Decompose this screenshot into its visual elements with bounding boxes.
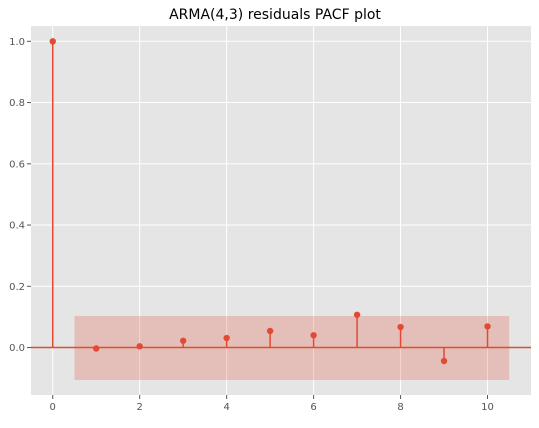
data-point	[440, 357, 448, 365]
plot-area	[31, 26, 531, 395]
data-point	[179, 337, 187, 344]
data-point	[484, 323, 491, 330]
x-tick-label: 6	[310, 402, 316, 413]
y-tick-label: 0.2	[9, 282, 25, 293]
marker-layer	[49, 38, 491, 365]
tick-layer: 0 2 4 6 8 10 0.0 0.2 0.4 0.6 0.8 1.0	[9, 37, 494, 413]
x-tick-label: 4	[223, 402, 229, 413]
y-tick-label: 1.0	[9, 37, 25, 48]
data-point	[310, 332, 317, 339]
y-tick-label: 0.0	[9, 343, 25, 354]
data-point	[49, 38, 56, 45]
data-point	[93, 345, 100, 352]
x-tick-label: 0	[50, 402, 56, 413]
data-point	[136, 343, 143, 350]
x-tick-label: 10	[481, 402, 494, 413]
chart-title: ARMA(4,3) residuals PACF plot	[169, 7, 381, 23]
x-tick-label: 2	[137, 402, 143, 413]
data-point	[223, 334, 230, 342]
data-point	[397, 323, 404, 331]
data-point	[266, 327, 274, 335]
data-point	[353, 311, 361, 318]
x-tick-label: 8	[397, 402, 403, 413]
y-tick-label: 0.8	[9, 98, 25, 109]
y-tick-label: 0.6	[9, 159, 25, 170]
y-tick-label: 0.4	[9, 221, 25, 232]
